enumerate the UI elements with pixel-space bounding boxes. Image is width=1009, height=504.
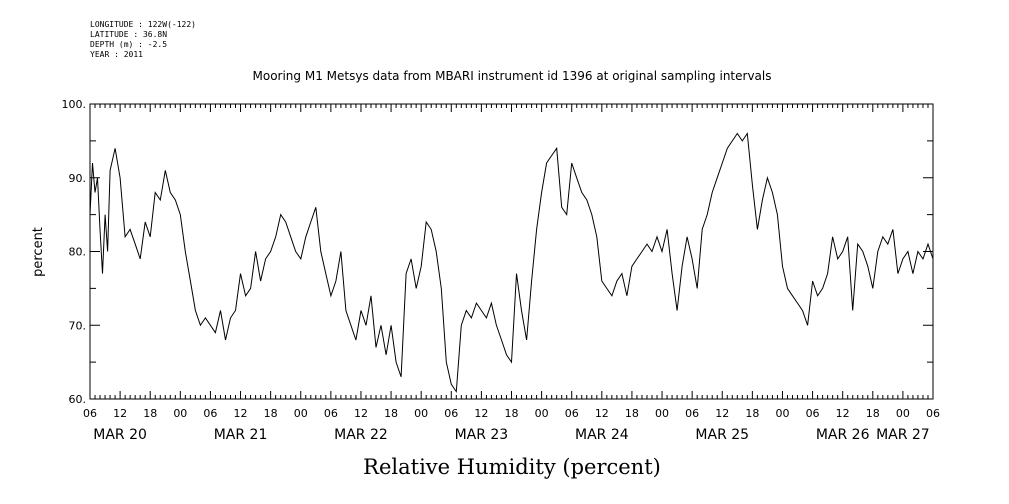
x-hour-label: 06	[203, 407, 217, 420]
x-hour-label: 00	[896, 407, 910, 420]
x-hour-label: 06	[324, 407, 338, 420]
x-hour-label: 12	[595, 407, 609, 420]
x-hour-label: 00	[173, 407, 187, 420]
y-tick-label: 90.	[69, 172, 87, 185]
y-tick-label: 60.	[69, 393, 87, 406]
y-tick-label: 70.	[69, 319, 87, 332]
y-axis: 60. 70. 80. 90. 100.	[62, 98, 933, 406]
x-hour-label: 18	[505, 407, 519, 420]
x-hour-label: 06	[83, 407, 97, 420]
x-hour-label: 06	[806, 407, 820, 420]
x-hour-label: 00	[655, 407, 669, 420]
x-date-label: MAR 22	[334, 427, 388, 443]
x-hour-label: 12	[474, 407, 488, 420]
x-hour-label: 00	[294, 407, 308, 420]
x-hour-label: 00	[775, 407, 789, 420]
x-hour-label: 18	[866, 407, 880, 420]
x-hour-label: 12	[354, 407, 368, 420]
y-axis-label: percent	[31, 227, 46, 277]
x-hour-label: 18	[745, 407, 759, 420]
x-hour-label: 06	[926, 407, 940, 420]
x-hour-label: 18	[264, 407, 278, 420]
x-hour-label: 12	[234, 407, 248, 420]
year-text: YEAR : 2011	[90, 50, 143, 59]
x-axis: 06 12 18 00 06 12 18 00 06 12 18 00 06 12 18 00 06 12 18 00…	[83, 104, 940, 443]
x-hour-label: 18	[384, 407, 398, 420]
x-date-label: MAR 27	[876, 427, 930, 443]
x-hour-label: 18	[625, 407, 639, 420]
x-hour-label: 00	[535, 407, 549, 420]
chart-title: Mooring M1 Metsys data from MBARI instru…	[253, 69, 772, 83]
x-date-label: MAR 24	[575, 427, 629, 443]
x-hour-label: 06	[685, 407, 699, 420]
x-date-label: MAR 23	[455, 427, 509, 443]
y-tick-label: 80.	[69, 246, 87, 259]
x-date-label: MAR 20	[93, 427, 147, 443]
x-hour-label: 18	[143, 407, 157, 420]
x-hour-label: 12	[715, 407, 729, 420]
x-hour-label: 00	[414, 407, 428, 420]
humidity-series-line	[89, 132, 934, 394]
x-hour-label: 12	[836, 407, 850, 420]
x-hour-label: 06	[565, 407, 579, 420]
latitude-text: LATITUDE : 36.8N	[90, 30, 168, 39]
metadata-block: LONGITUDE : 122W(-122) LATITUDE : 36.8N …	[90, 20, 196, 60]
x-date-label: MAR 25	[695, 427, 749, 443]
x-date-label: MAR 21	[214, 427, 268, 443]
x-hour-label: 06	[444, 407, 458, 420]
x-hour-label: 12	[113, 407, 127, 420]
x-date-label: MAR 26	[816, 427, 870, 443]
x-axis-label: Relative Humidity (percent)	[363, 455, 661, 479]
depth-text: DEPTH (m) : -2.5	[90, 40, 168, 49]
y-tick-label: 100.	[62, 98, 87, 111]
longitude-text: LONGITUDE : 122W(-122)	[90, 20, 196, 29]
